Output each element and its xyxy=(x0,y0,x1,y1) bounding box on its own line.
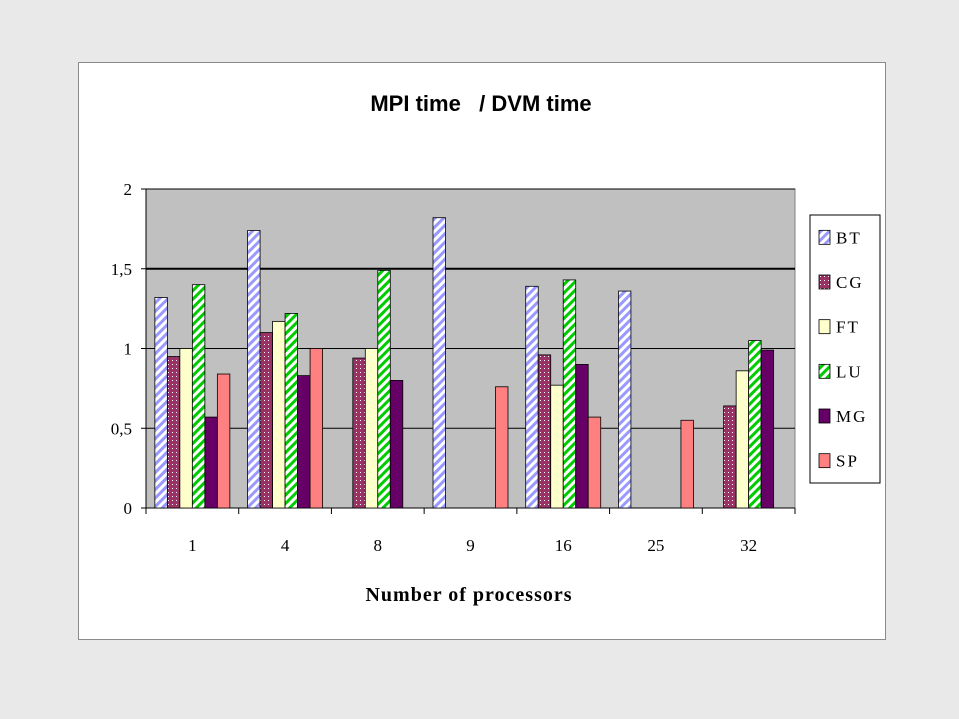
bar-lu-32 xyxy=(748,340,762,509)
bar-cg-8 xyxy=(352,357,366,509)
bar-cg-16 xyxy=(537,354,552,509)
y-tick-label: 0 xyxy=(124,499,133,518)
bar-ft-32 xyxy=(735,370,750,509)
x-tick-label: 32 xyxy=(740,536,757,555)
bar-ft-16 xyxy=(550,384,564,509)
x-tick-label: 4 xyxy=(281,536,290,555)
legend-swatch-ft xyxy=(818,319,831,335)
bar-bt-1 xyxy=(154,297,168,509)
bar-bt-16 xyxy=(525,285,539,509)
legend-swatch-bt xyxy=(818,229,831,245)
bar-chart: MPI time / DVM time 00,511,521 4 8 9 16 25 32 … xyxy=(111,91,881,606)
x-tick-label: 25 xyxy=(647,536,664,555)
legend-label-cg: CG xyxy=(836,273,864,292)
legend-label-sp: SP xyxy=(836,452,859,471)
bar-lu-8 xyxy=(377,269,391,509)
bar-lu-16 xyxy=(562,279,577,509)
bar-ft-1 xyxy=(179,348,193,509)
x-tick-label: 9 xyxy=(466,536,475,555)
bar-sp-16 xyxy=(587,416,602,509)
y-tick-label: 0,5 xyxy=(111,419,132,438)
y-tick-label: 1,5 xyxy=(111,260,132,279)
legend-box xyxy=(809,214,881,484)
bar-bt-9 xyxy=(432,217,446,509)
bar-cg-32 xyxy=(723,405,737,509)
legend-swatch-cg xyxy=(818,274,831,290)
bar-ft-4 xyxy=(272,320,286,509)
legend: BT CG FT LU MG SP xyxy=(809,214,881,484)
bar-cg-4 xyxy=(259,332,273,509)
bar-mg-16 xyxy=(575,364,589,509)
legend-swatch-mg xyxy=(818,408,831,424)
bar-sp-1 xyxy=(216,373,231,509)
legend-label-lu: LU xyxy=(836,362,863,381)
bar-mg-1 xyxy=(204,416,218,509)
bar-cg-1 xyxy=(166,356,181,509)
bar-sp-9 xyxy=(495,386,509,509)
bar-mg-32 xyxy=(760,349,775,509)
x-axis-label: Number of processors xyxy=(365,584,572,606)
chart-frame: MPI time / DVM time 0 0,5 1 1,5 2 1 4 8 9 16 25 32 … xyxy=(78,62,886,640)
legend-label-bt: BT xyxy=(836,228,862,247)
bar-ft-8 xyxy=(364,348,379,509)
x-tick-label: 1 xyxy=(188,536,197,555)
y-tick-label: 1 xyxy=(124,340,133,359)
bar-bt-25 xyxy=(618,290,632,509)
x-tick-label: 16 xyxy=(555,536,572,555)
bar-sp-4 xyxy=(309,348,323,509)
y-tick-label: 2 xyxy=(124,180,133,199)
legend-swatch-lu xyxy=(818,363,831,379)
x-tick-label: 8 xyxy=(374,536,383,555)
bar-sp-25 xyxy=(680,419,694,509)
chart-title: MPI time / DVM time xyxy=(370,91,591,116)
legend-label-ft: FT xyxy=(836,318,860,337)
bar-lu-4 xyxy=(284,313,298,509)
bar-mg-4 xyxy=(297,375,311,509)
legend-swatch-sp xyxy=(818,453,831,469)
bar-mg-8 xyxy=(389,379,404,509)
bar-lu-1 xyxy=(191,284,206,509)
legend-label-mg: MG xyxy=(836,407,867,426)
bar-bt-4 xyxy=(247,230,261,509)
